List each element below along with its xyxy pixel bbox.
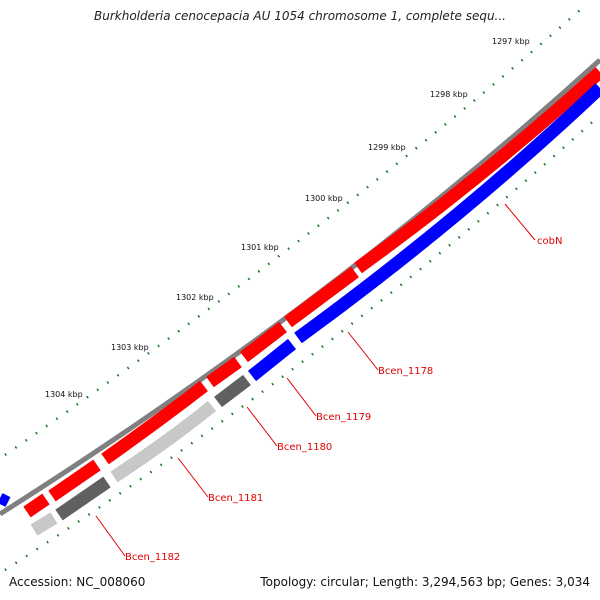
gene-bcen-1182[interactable] bbox=[48, 459, 101, 502]
gene-bcen-1178[interactable] bbox=[284, 266, 359, 328]
gene-label-bcen-1181: Bcen_1181 bbox=[208, 493, 263, 504]
gene-label-cobn: cobN bbox=[537, 236, 562, 247]
kbp-label-1304: 1304 kbp bbox=[45, 390, 83, 399]
gene-label-bcen-1182: Bcen_1182 bbox=[125, 552, 180, 563]
summary-text: Topology: circular; Length: 3,294,563 bp… bbox=[260, 575, 590, 589]
label-leaders bbox=[95, 203, 536, 557]
gene-cobn[interactable] bbox=[354, 67, 600, 274]
gene-pseudo-dark-1[interactable] bbox=[214, 374, 251, 408]
gene-label-bcen-1179: Bcen_1179 bbox=[316, 412, 371, 423]
gene-edge-blue[interactable] bbox=[0, 493, 11, 507]
kbp-label-1298: 1298 kbp bbox=[430, 90, 468, 99]
kbp-label-1302: 1302 kbp bbox=[176, 293, 214, 302]
gene-label-bcen-1180: Bcen_1180 bbox=[277, 442, 332, 453]
gene-reverse-1[interactable] bbox=[294, 83, 600, 344]
gene-pseudo-light-1[interactable] bbox=[110, 400, 217, 483]
gene-reverse-2[interactable] bbox=[247, 338, 297, 382]
gene-pseudo-light-2[interactable] bbox=[30, 512, 58, 536]
gene-bcen-1179[interactable] bbox=[240, 321, 287, 363]
accession-text: Accession: NC_008060 bbox=[9, 575, 146, 589]
kbp-label-1297: 1297 kbp bbox=[492, 37, 530, 46]
kbp-label-1303: 1303 kbp bbox=[111, 343, 149, 352]
gene-bcen-1180[interactable] bbox=[206, 356, 242, 388]
gene-label-bcen-1178: Bcen_1178 bbox=[378, 366, 433, 377]
gene-small-red[interactable] bbox=[23, 493, 50, 518]
kbp-label-1299: 1299 kbp bbox=[368, 143, 406, 152]
gene-pseudo-dark-2[interactable] bbox=[55, 476, 111, 521]
kbp-label-1300: 1300 kbp bbox=[305, 194, 343, 203]
reverse-strand-track bbox=[0, 83, 600, 536]
gene-bcen-1181[interactable] bbox=[101, 380, 208, 465]
forward-strand-track bbox=[23, 67, 600, 518]
map-title: Burkholderia cenocepacia AU 1054 chromos… bbox=[94, 9, 506, 23]
kbp-label-1301: 1301 kbp bbox=[241, 243, 279, 252]
outer-scale-ticks bbox=[4, 9, 581, 457]
